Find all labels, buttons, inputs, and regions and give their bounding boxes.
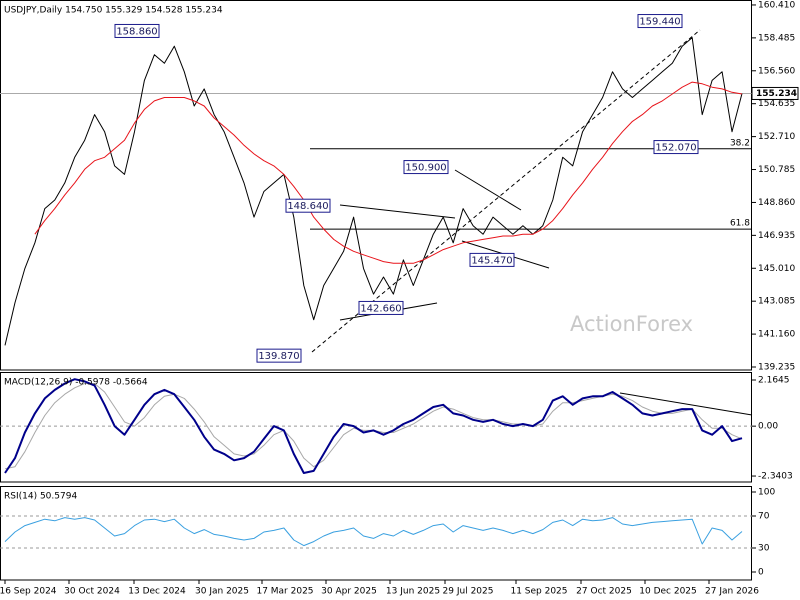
annotation-label: 145.470	[471, 255, 512, 266]
series-line	[34, 81, 743, 264]
y-tick-label: 150.785	[758, 165, 795, 175]
y-tick-label: 146.935	[758, 231, 795, 241]
annotation-box	[653, 140, 699, 155]
x-tick-label: 30 Jan 2025	[195, 587, 249, 597]
annotation-label: 148.640	[287, 201, 328, 212]
panel-title: USDJPY,Daily 154.750 155.329 154.528 155…	[4, 6, 223, 16]
annotation-box	[256, 348, 302, 363]
y-tick-label: 156.560	[758, 66, 795, 76]
panel-title: MACD(12,26,9) -0.5978 -0.5664	[4, 378, 148, 388]
channel-line	[311, 29, 701, 353]
macd-panel-border	[0, 372, 752, 483]
annotation-label: 142.660	[360, 303, 401, 314]
y-tick-label: 160.410	[758, 0, 795, 10]
y-tick-label: 158.485	[758, 33, 795, 43]
main-panel-border	[0, 0, 752, 371]
y-tick-label: 154.635	[758, 99, 795, 109]
level-label: 61.8	[730, 219, 750, 229]
series-line	[4, 37, 743, 346]
x-tick-label: 30 Oct 2024	[64, 587, 120, 597]
y-tick-label: 2.1645	[758, 376, 790, 386]
x-tick-label: 27 Jan 2026	[705, 587, 759, 597]
annotation-label: 139.870	[258, 351, 299, 362]
current-price-box	[751, 86, 799, 100]
x-tick-label: 29 Jul 2025	[443, 587, 494, 597]
x-tick-label: 17 Mar 2025	[256, 587, 313, 597]
annotation-label: 159.440	[639, 17, 680, 28]
y-tick-label: 30	[758, 544, 770, 554]
y-tick-label: 0	[758, 568, 764, 578]
series-line	[4, 378, 743, 474]
annotation-box	[469, 252, 515, 267]
trend-line	[339, 204, 456, 219]
current-price-label: 155.234	[756, 89, 797, 99]
x-tick-label: 10 Dec 2025	[639, 587, 697, 597]
annotation-box	[403, 160, 449, 175]
annotation-box	[285, 198, 331, 213]
y-tick-label: 70	[758, 512, 770, 522]
series-line	[4, 517, 743, 547]
level-label: 38.2	[730, 138, 750, 148]
rsi-panel-border	[0, 486, 752, 581]
macd-trend-line	[619, 392, 753, 416]
annotation-box	[114, 23, 160, 38]
y-tick-label: 0.00	[758, 422, 778, 432]
y-tick-label: 148.860	[758, 198, 795, 208]
trend-line	[454, 169, 522, 211]
y-tick-label: -2.3403	[758, 472, 793, 482]
y-tick-label: 143.085	[758, 297, 795, 307]
annotation-label: 150.900	[405, 163, 446, 174]
panel-title: RSI(14) 50.5794	[4, 492, 77, 502]
annotation-box	[637, 14, 683, 29]
annotation-label: 158.860	[116, 26, 157, 37]
x-tick-label: 27 Oct 2025	[576, 587, 632, 597]
y-tick-label: 145.010	[758, 264, 795, 274]
watermark: ActionForex	[570, 312, 693, 336]
x-tick-label: 13 Jun 2025	[386, 587, 440, 597]
x-tick-label: 16 Sep 2024	[0, 587, 57, 597]
annotation-box	[358, 300, 404, 315]
y-tick-label: 152.710	[758, 132, 795, 142]
x-tick-label: 30 Apr 2025	[321, 587, 377, 597]
y-tick-label: 139.235	[758, 363, 795, 373]
y-tick-label: 141.160	[758, 330, 795, 340]
annotation-label: 152.070	[655, 143, 696, 154]
x-tick-label: 11 Sep 2025	[510, 587, 567, 597]
frame	[0, 0, 752, 581]
y-tick-label: 100	[758, 488, 775, 498]
x-tick-label: 13 Dec 2024	[128, 587, 186, 597]
